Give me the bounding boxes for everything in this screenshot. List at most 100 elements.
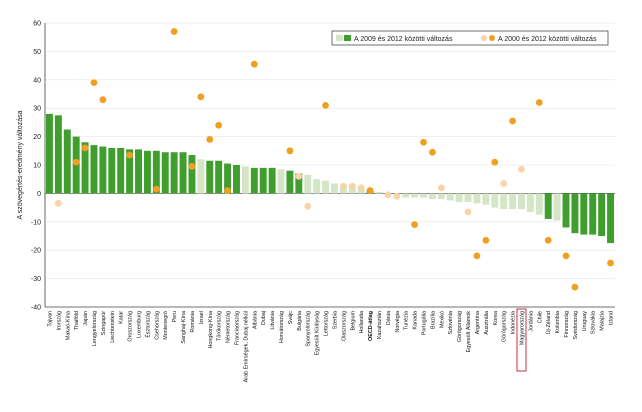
bar	[464, 193, 472, 202]
dot	[304, 202, 312, 210]
dot	[429, 148, 436, 156]
category-labels: Tajvan Irország Makaó-Kína Thaiföld Japán Len…	[47, 308, 615, 382]
legend-dot-swatch-nonsig	[481, 35, 487, 41]
category-label: Luxemburg	[137, 311, 143, 338]
category-label: Jordánia	[528, 311, 534, 332]
category-label: Tajvan	[47, 311, 53, 327]
bar	[544, 193, 552, 219]
dot	[366, 187, 374, 194]
category-label: Egyesült Államok	[465, 311, 472, 353]
category-label: Hollandia	[359, 311, 365, 333]
category-label: Lettország	[324, 311, 330, 336]
bar	[500, 193, 508, 210]
bar	[455, 193, 463, 202]
category-label: Kolumbia	[555, 311, 561, 333]
category-label: Spanyolország	[306, 311, 312, 347]
category-label: Belgium	[350, 310, 356, 330]
bar-series	[45, 113, 615, 244]
bar	[179, 152, 187, 194]
category-label: Peru	[172, 311, 178, 322]
category-label: Thaiföld	[74, 311, 80, 330]
bar	[170, 152, 178, 194]
dot	[90, 79, 98, 87]
bar	[286, 170, 294, 194]
category-label: Uruguay	[582, 311, 588, 332]
category-label: Japán	[83, 311, 89, 326]
category-label: Románia	[190, 311, 196, 333]
legend: A 2009 és 2012 közötti változás A 2000 é…	[331, 30, 609, 46]
category-label: Liechtenstein	[110, 311, 116, 343]
dot	[473, 252, 481, 260]
bar	[224, 163, 232, 194]
category-label: Bulgária	[297, 311, 303, 331]
bar	[277, 169, 285, 194]
bar	[509, 193, 517, 210]
dot	[197, 93, 205, 101]
bar	[535, 193, 543, 215]
category-label: Sanghaj-Kína	[181, 311, 187, 344]
bar	[188, 155, 196, 194]
dot	[482, 236, 490, 244]
dot	[571, 283, 579, 291]
category-label: Oroszország	[128, 311, 134, 342]
category-label: Indonézia	[511, 311, 517, 334]
bar	[375, 191, 383, 194]
category-label: Olaszország	[341, 311, 347, 341]
category-label: OECD-átlag	[368, 311, 374, 341]
y-tick-label: 0	[37, 191, 41, 198]
bar	[437, 193, 445, 200]
dot	[286, 147, 294, 155]
dot	[420, 138, 427, 146]
category-label: Tunézia	[404, 311, 410, 330]
bar	[259, 167, 267, 194]
category-label: Brazília	[430, 311, 436, 329]
dot	[562, 252, 570, 260]
category-label: Finnország	[564, 311, 570, 338]
category-label: Dánia	[386, 311, 392, 325]
bar	[482, 193, 490, 205]
dot	[322, 101, 329, 109]
category-label: Görögország	[502, 311, 508, 342]
bar	[428, 193, 436, 200]
category-label: Makaó-Kína	[65, 311, 71, 340]
category-label: Szerbia	[332, 311, 338, 329]
bar	[161, 152, 169, 194]
category-label: Lengyelország	[92, 311, 98, 346]
dot	[224, 187, 231, 194]
y-tick-labels: 60 50 40 30 20 10 0 -10 -20 -30 -40	[31, 21, 41, 312]
y-tick-label: -20	[31, 248, 41, 255]
bar	[322, 180, 330, 194]
category-label: Montenegró	[163, 311, 169, 340]
category-label: Németország	[226, 311, 232, 343]
bar	[526, 193, 534, 212]
dot	[339, 182, 347, 190]
category-label: Portugália	[422, 311, 428, 335]
category-label: Görögország	[457, 311, 463, 342]
category-label: Svédország	[573, 311, 579, 339]
bar	[304, 174, 312, 194]
bar	[143, 150, 151, 194]
category-label: Törökország	[217, 311, 223, 341]
category-label: Franciaország	[234, 311, 240, 345]
y-tick-label: 50	[33, 49, 41, 56]
bar	[348, 187, 356, 194]
dot	[99, 96, 107, 104]
y-tick-label: 30	[33, 106, 41, 113]
category-label: Svájc	[288, 311, 294, 324]
bar	[330, 183, 338, 194]
dot	[295, 172, 303, 180]
dot	[509, 117, 516, 125]
bar	[411, 193, 419, 198]
dot	[518, 165, 525, 173]
bar	[402, 193, 410, 198]
category-label: Mexikó	[439, 311, 445, 328]
legend-box	[331, 30, 609, 46]
bar	[215, 160, 223, 194]
dot	[464, 208, 472, 216]
category-label: Irország	[56, 311, 62, 330]
bar	[250, 167, 258, 194]
bar	[339, 186, 347, 194]
bar	[268, 167, 276, 194]
category-label: Új-Zéland	[545, 311, 552, 334]
highlight-box	[516, 308, 527, 372]
